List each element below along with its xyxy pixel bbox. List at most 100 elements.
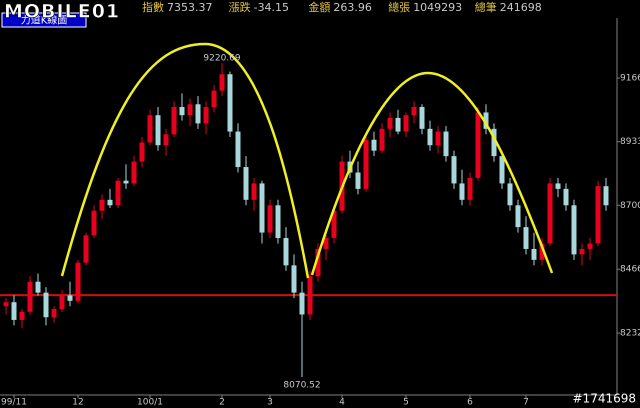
candle-body (195, 104, 201, 124)
logo: MOBILE01 (4, 1, 120, 23)
candle-body (451, 156, 457, 184)
x-tick-label: 99/11 (1, 398, 27, 408)
candle-body (27, 281, 33, 312)
high-annotation: 9220.69 (203, 54, 240, 64)
candle-body (99, 199, 105, 211)
candle-body (227, 74, 233, 132)
candle-body (131, 161, 137, 184)
candle-body (107, 199, 113, 206)
candle-body (299, 292, 305, 315)
candle-body (507, 183, 513, 206)
low-annotation: 8070.52 (283, 381, 320, 391)
candle-body (483, 112, 489, 129)
candle-body (243, 167, 249, 200)
candle-body (427, 128, 433, 146)
candle-body (123, 180, 129, 184)
candle-body (331, 210, 337, 239)
x-tick-label: 12 (72, 398, 83, 408)
candle-body (211, 90, 217, 107)
candle-body (579, 248, 585, 255)
candle-body (259, 183, 265, 233)
candle-body (275, 205, 281, 239)
candle-body (307, 276, 313, 315)
header-value: 1049293 (413, 1, 462, 14)
y-tick-label: 8700 (620, 201, 640, 211)
header-value: -34.15 (254, 1, 289, 14)
candle-body (147, 115, 153, 143)
candle-body (171, 106, 177, 135)
candle-body (59, 295, 65, 310)
y-tick-label: 8466 (620, 265, 640, 275)
candle-body (491, 128, 497, 157)
candle-body (435, 131, 441, 146)
candle-body (179, 106, 185, 116)
candle-body (203, 106, 209, 124)
candle-body (555, 183, 561, 189)
candle-body (467, 177, 473, 200)
pattern-curve (60, 42, 310, 279)
candle-body (163, 134, 169, 146)
candle-body (67, 295, 73, 301)
candle-body (523, 227, 529, 249)
candle-body (547, 183, 553, 244)
candle-body (587, 243, 593, 249)
header-value: 263.96 (333, 1, 372, 14)
candle-body (563, 188, 569, 206)
candle-body (315, 248, 321, 277)
candle-body (43, 292, 49, 318)
candle-body (3, 302, 9, 307)
panel-label: 力道K線圖 (21, 14, 68, 27)
header: 指數 7353.37 漲跌 -34.15 金額 263.96 總張 1049293 總筆 2416… (142, 0, 542, 14)
candle-body (595, 186, 601, 244)
candle-body (371, 139, 377, 151)
x-tick-label: 6 (467, 398, 473, 408)
header-value: 7353.37 (167, 1, 213, 14)
candle-body (291, 265, 297, 293)
candle-body (395, 117, 401, 132)
candle-body (219, 74, 225, 91)
candle-body (91, 210, 97, 236)
candle-body (19, 311, 25, 320)
candle-body (403, 115, 409, 132)
candle-body (323, 238, 329, 249)
x-tick-label: 5 (403, 398, 409, 408)
candle-body (531, 248, 537, 260)
candle-body (419, 106, 425, 129)
candle-body (35, 281, 41, 293)
candle-body (115, 180, 121, 206)
candle-body (443, 131, 449, 157)
watermark: #1741698 (573, 392, 637, 406)
candle-body (155, 115, 161, 146)
candle-body (499, 156, 505, 184)
candle-body (139, 142, 145, 162)
y-tick-label: 8232 (620, 329, 640, 339)
candle-body (459, 183, 465, 200)
candle-body (187, 104, 193, 116)
header-label: 金額 (308, 0, 330, 14)
candle-body (387, 117, 393, 129)
candle-body (235, 131, 241, 168)
y-tick-label: 8933 (620, 137, 640, 147)
candle-body (539, 243, 545, 260)
y-tick-label: 9166 (620, 74, 640, 84)
candle-body (267, 205, 273, 233)
candle-body (515, 205, 521, 228)
header-label: 漲跌 (229, 0, 251, 14)
candle-body (51, 309, 57, 318)
x-tick-label: 3 (267, 398, 273, 408)
candle-body (571, 205, 577, 255)
header-value: 241698 (500, 1, 542, 14)
candle-body (11, 302, 17, 320)
candle-body (355, 172, 361, 189)
x-tick-label: 100/1 (137, 398, 163, 408)
candle-body (83, 235, 89, 263)
header-label: 總張 (388, 0, 410, 14)
x-tick-label: 7 (523, 398, 529, 408)
candle-body (75, 262, 81, 301)
candle-body (475, 112, 481, 178)
pattern-curve (310, 71, 554, 276)
header-label: 指數 (142, 0, 164, 14)
candle-body (251, 183, 257, 200)
